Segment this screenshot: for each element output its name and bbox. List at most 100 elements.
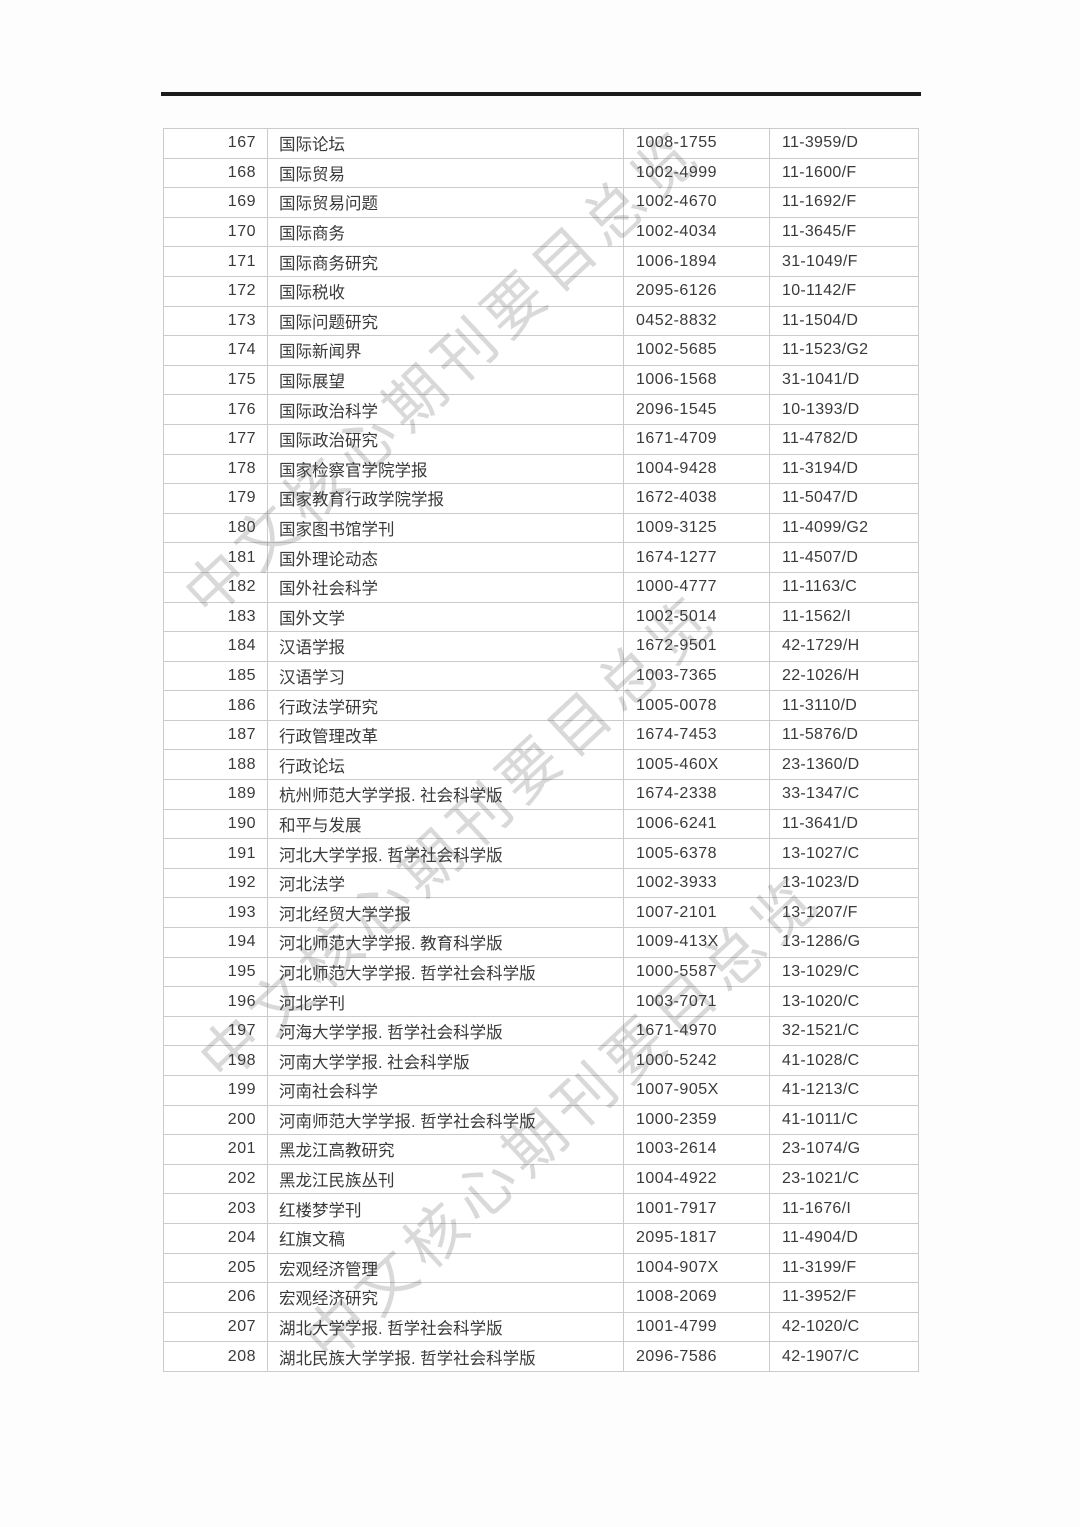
issn-cell: 2096-7586 bbox=[623, 1341, 770, 1372]
row-number-cell: 200 bbox=[163, 1104, 268, 1136]
issn-cell: 1674-1277 bbox=[623, 542, 770, 573]
issn-cell: 1001-4799 bbox=[623, 1311, 770, 1343]
cn-cell: 11-4904/D bbox=[769, 1222, 919, 1254]
issn-cell: 1000-5587 bbox=[623, 956, 770, 988]
table-row: 169 国际贸易问题 1002-4670 11-1692/F bbox=[163, 187, 919, 218]
table-row: 197 河海大学学报. 哲学社会科学版 1671-4970 32-1521/C bbox=[163, 1015, 919, 1047]
cn-cell: 11-1692/F bbox=[769, 187, 919, 218]
table-row: 199 河南社会科学 1007-905X 41-1213/C bbox=[163, 1075, 919, 1106]
journal-name-cell: 国际贸易 bbox=[267, 157, 624, 189]
cn-cell: 11-1600/F bbox=[769, 157, 919, 189]
row-number-cell: 206 bbox=[163, 1282, 268, 1313]
journal-name-cell: 河南社会科学 bbox=[267, 1075, 624, 1106]
table-row: 175 国际展望 1006-1568 31-1041/D bbox=[163, 364, 919, 396]
issn-cell: 0452-8832 bbox=[623, 305, 770, 337]
table-row: 202 黑龙江民族丛刊 1004-4922 23-1021/C bbox=[163, 1163, 919, 1195]
issn-cell: 1003-7365 bbox=[623, 660, 770, 692]
row-number-cell: 170 bbox=[163, 216, 268, 248]
issn-cell: 1672-9501 bbox=[623, 631, 770, 662]
issn-cell: 1001-7917 bbox=[623, 1193, 770, 1224]
row-number-cell: 203 bbox=[163, 1193, 268, 1224]
journal-name-cell: 国际新闻界 bbox=[267, 335, 624, 366]
table-row: 167 国际论坛 1008-1755 11-3959/D bbox=[163, 128, 919, 159]
journal-table: 167 国际论坛 1008-1755 11-3959/D 168 国际贸易 1002-499… bbox=[163, 128, 919, 1372]
cn-cell: 11-4099/G2 bbox=[769, 512, 919, 544]
journal-name-cell: 红旗文稿 bbox=[267, 1222, 624, 1254]
cn-cell: 11-3645/F bbox=[769, 216, 919, 248]
row-number-cell: 193 bbox=[163, 897, 268, 929]
table-row: 177 国际政治研究 1671-4709 11-4782/D bbox=[163, 423, 919, 455]
journal-name-cell: 行政论坛 bbox=[267, 749, 624, 781]
cn-cell: 13-1207/F bbox=[769, 897, 919, 929]
cn-cell: 11-4782/D bbox=[769, 423, 919, 455]
journal-name-cell: 国外文学 bbox=[267, 601, 624, 633]
table-row: 194 河北师范大学学报. 教育科学版 1009-413X 13-1286/G bbox=[163, 927, 919, 958]
table-row: 185 汉语学习 1003-7365 22-1026/H bbox=[163, 660, 919, 692]
issn-cell: 1000-5242 bbox=[623, 1045, 770, 1076]
issn-cell: 1674-7453 bbox=[623, 719, 770, 751]
cn-cell: 11-1676/I bbox=[769, 1193, 919, 1224]
table-row: 179 国家教育行政学院学报 1672-4038 11-5047/D bbox=[163, 483, 919, 514]
cn-cell: 41-1011/C bbox=[769, 1104, 919, 1136]
row-number-cell: 194 bbox=[163, 927, 268, 958]
table-row: 174 国际新闻界 1002-5685 11-1523/G2 bbox=[163, 335, 919, 366]
journal-name-cell: 国际论坛 bbox=[267, 128, 624, 159]
row-number-cell: 197 bbox=[163, 1015, 268, 1047]
row-number-cell: 208 bbox=[163, 1341, 268, 1372]
journal-name-cell: 河南大学学报. 社会科学版 bbox=[267, 1045, 624, 1076]
issn-cell: 1003-7071 bbox=[623, 986, 770, 1017]
table-row: 208 湖北民族大学学报. 哲学社会科学版 2096-7586 42-1907/C bbox=[163, 1341, 919, 1372]
cn-cell: 42-1020/C bbox=[769, 1311, 919, 1343]
issn-cell: 1671-4970 bbox=[623, 1015, 770, 1047]
row-number-cell: 189 bbox=[163, 779, 268, 810]
issn-cell: 1672-4038 bbox=[623, 483, 770, 514]
table-row: 207 湖北大学学报. 哲学社会科学版 1001-4799 42-1020/C bbox=[163, 1311, 919, 1343]
issn-cell: 1007-905X bbox=[623, 1075, 770, 1106]
row-number-cell: 173 bbox=[163, 305, 268, 337]
journal-name-cell: 宏观经济研究 bbox=[267, 1282, 624, 1313]
cn-cell: 42-1907/C bbox=[769, 1341, 919, 1372]
table-row: 178 国家检察官学院学报 1004-9428 11-3194/D bbox=[163, 453, 919, 485]
table-row: 189 杭州师范大学学报. 社会科学版 1674-2338 33-1347/C bbox=[163, 779, 919, 810]
cn-cell: 22-1026/H bbox=[769, 660, 919, 692]
issn-cell: 1002-4999 bbox=[623, 157, 770, 189]
issn-cell: 1002-5685 bbox=[623, 335, 770, 366]
table-row: 192 河北法学 1002-3933 13-1023/D bbox=[163, 867, 919, 899]
row-number-cell: 168 bbox=[163, 157, 268, 189]
issn-cell: 1005-460X bbox=[623, 749, 770, 781]
row-number-cell: 183 bbox=[163, 601, 268, 633]
journal-name-cell: 国际贸易问题 bbox=[267, 187, 624, 218]
cn-cell: 13-1286/G bbox=[769, 927, 919, 958]
row-number-cell: 204 bbox=[163, 1222, 268, 1254]
journal-name-cell: 和平与发展 bbox=[267, 808, 624, 840]
cn-cell: 11-1163/C bbox=[769, 571, 919, 603]
issn-cell: 1006-1894 bbox=[623, 246, 770, 277]
row-number-cell: 205 bbox=[163, 1252, 268, 1284]
cn-cell: 32-1521/C bbox=[769, 1015, 919, 1047]
issn-cell: 1002-5014 bbox=[623, 601, 770, 633]
cn-cell: 13-1023/D bbox=[769, 867, 919, 899]
table-row: 195 河北师范大学学报. 哲学社会科学版 1000-5587 13-1029/C bbox=[163, 956, 919, 988]
table-row: 205 宏观经济管理 1004-907X 11-3199/F bbox=[163, 1252, 919, 1284]
journal-name-cell: 河北师范大学学报. 教育科学版 bbox=[267, 927, 624, 958]
issn-cell: 1004-9428 bbox=[623, 453, 770, 485]
journal-name-cell: 黑龙江高教研究 bbox=[267, 1134, 624, 1165]
issn-cell: 2095-1817 bbox=[623, 1222, 770, 1254]
issn-cell: 1004-4922 bbox=[623, 1163, 770, 1195]
journal-name-cell: 国际展望 bbox=[267, 364, 624, 396]
cn-cell: 10-1393/D bbox=[769, 394, 919, 425]
table-row: 182 国外社会科学 1000-4777 11-1163/C bbox=[163, 571, 919, 603]
table-row: 201 黑龙江高教研究 1003-2614 23-1074/G bbox=[163, 1134, 919, 1165]
journal-name-cell: 国外社会科学 bbox=[267, 571, 624, 603]
cn-cell: 11-3194/D bbox=[769, 453, 919, 485]
journal-name-cell: 国家图书馆学刊 bbox=[267, 512, 624, 544]
cn-cell: 41-1028/C bbox=[769, 1045, 919, 1076]
journal-name-cell: 行政管理改革 bbox=[267, 719, 624, 751]
row-number-cell: 175 bbox=[163, 364, 268, 396]
row-number-cell: 179 bbox=[163, 483, 268, 514]
journal-name-cell: 国际问题研究 bbox=[267, 305, 624, 337]
journal-name-cell: 国际商务研究 bbox=[267, 246, 624, 277]
row-number-cell: 199 bbox=[163, 1075, 268, 1106]
cn-cell: 42-1729/H bbox=[769, 631, 919, 662]
issn-cell: 1000-4777 bbox=[623, 571, 770, 603]
